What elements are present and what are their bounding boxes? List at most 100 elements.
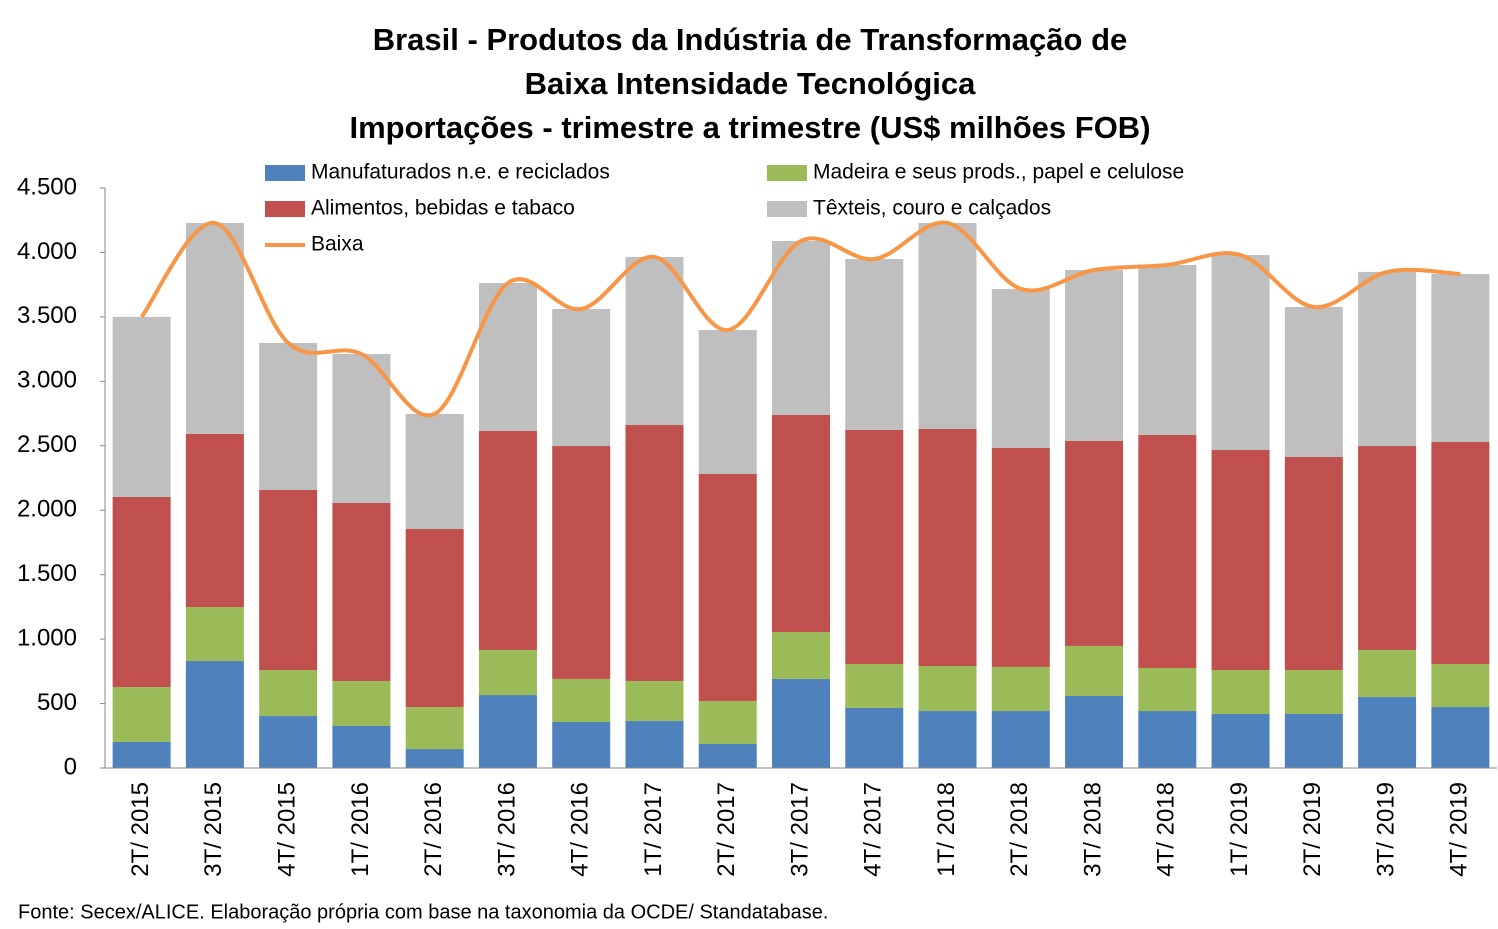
legend-label: Manufaturados n.e. e reciclados (311, 161, 610, 184)
x-tick-label: 4T/ 2019 (1446, 782, 1473, 877)
x-tick-label: 4T/ 2016 (567, 782, 594, 877)
bar-segment (1138, 434, 1197, 668)
x-tick-label: 1T/ 2019 (1226, 782, 1253, 877)
bar-segment (552, 446, 611, 679)
x-tick-label: 2T/ 2015 (127, 782, 154, 877)
bar-segment (185, 222, 244, 434)
bar-segment (1065, 695, 1124, 768)
bar-segment (918, 666, 977, 712)
bar-segment (259, 716, 318, 768)
bar-segment (112, 496, 171, 688)
bar-segment (478, 649, 537, 696)
bar-segment (772, 240, 830, 415)
x-tick-label: 3T/ 2018 (1079, 782, 1106, 877)
bar-segment (1284, 670, 1343, 714)
bar-segment (625, 425, 684, 681)
bar-segment (1431, 273, 1490, 443)
bar-segment (552, 721, 611, 768)
bar-segment (991, 711, 1050, 768)
bar-segment (1211, 670, 1270, 714)
x-tick-label: 2T/ 2018 (1006, 782, 1033, 877)
bar-segment (478, 282, 537, 431)
bar-segment (332, 681, 391, 726)
y-tick-label: 500 (37, 689, 77, 716)
x-tick-label: 1T/ 2017 (640, 782, 667, 877)
bar-segment (845, 429, 904, 664)
x-tick-label: 3T/ 2016 (493, 782, 520, 877)
y-tick-label: 0 (64, 753, 77, 780)
legend-label: Baixa (311, 233, 364, 256)
footnote: Fonte: Secex/ALICE. Elaboração própria c… (18, 901, 828, 923)
bar-segment (259, 489, 318, 671)
bar-segment (405, 529, 464, 708)
bar-segment (1065, 441, 1124, 646)
bar-segment (772, 414, 830, 633)
bar-segment (918, 711, 977, 768)
legend-swatch (265, 201, 305, 217)
bar-segment (625, 681, 684, 721)
bar-segment (1431, 707, 1490, 768)
bar-segment (552, 678, 611, 722)
bar-segment (918, 429, 977, 667)
bar-segment (698, 700, 757, 745)
bar-segment (1211, 450, 1270, 671)
bar-segment (259, 670, 318, 717)
bar-segment (1358, 649, 1417, 697)
bar-segment (185, 433, 244, 608)
x-tick-label: 1T/ 2016 (347, 782, 374, 877)
bar-segment (405, 749, 464, 768)
bar-segment (405, 707, 464, 750)
legend-swatch (767, 165, 807, 181)
bar-segment (991, 447, 1050, 667)
x-tick-label: 2T/ 2016 (420, 782, 447, 877)
x-tick-label: 3T/ 2017 (786, 782, 813, 877)
y-tick-label: 3.500 (17, 302, 77, 329)
bar-segment (698, 744, 757, 768)
bar-segment (845, 663, 904, 708)
bar-segment (112, 316, 171, 497)
bar-segment (405, 413, 464, 530)
y-tick-label: 3.000 (17, 367, 77, 394)
bar-segment (1284, 713, 1343, 768)
bar-segment (1138, 667, 1197, 712)
x-tick-label: 4T/ 2017 (860, 782, 887, 877)
bar-segment (259, 342, 318, 490)
bar-segment (991, 666, 1050, 712)
bar-segment (1138, 264, 1197, 435)
legend: Manufaturados n.e. e reciclados Madeira … (265, 161, 1184, 256)
bar-segment (112, 687, 171, 742)
x-tick-label: 2T/ 2017 (713, 782, 740, 877)
bar-segment (772, 678, 830, 768)
x-tick-label: 4T/ 2015 (274, 782, 301, 877)
y-tick-label: 1.000 (17, 624, 77, 651)
bar-segment (332, 354, 391, 504)
bar-segment (625, 720, 684, 768)
chart-title: Importações - trimestre a trimestre (US$… (349, 110, 1150, 145)
legend-label: Madeira e seus prods., papel e celulose (813, 161, 1184, 184)
bar-segment (1138, 711, 1197, 768)
bar-segment (918, 222, 977, 430)
legend-label: Têxteis, couro e calçados (813, 197, 1051, 220)
chart-title: Brasil - Produtos da Indústria de Transf… (373, 22, 1128, 57)
x-tick-label: 4T/ 2018 (1153, 782, 1180, 877)
bar-segment (1211, 255, 1270, 451)
bar-segment (845, 707, 904, 768)
x-tick-label: 3T/ 2015 (200, 782, 227, 877)
bar-segment (1431, 442, 1490, 664)
y-tick-label: 2.500 (17, 431, 77, 458)
y-tick-label: 4.500 (17, 173, 77, 200)
bar-segment (625, 256, 684, 426)
bar-segment (1065, 269, 1124, 442)
bar-segment (1358, 446, 1417, 650)
x-tick-label: 2T/ 2019 (1299, 782, 1326, 877)
bar-segment (991, 288, 1050, 448)
y-tick-label: 4.000 (17, 238, 77, 265)
bar-segment (1284, 306, 1343, 457)
bar-segment (332, 725, 391, 768)
bar-segment (1358, 271, 1417, 447)
bar-segment (1431, 663, 1490, 708)
legend-swatch (767, 201, 807, 217)
bar-segment (112, 741, 171, 768)
legend-label: Alimentos, bebidas e tabaco (311, 197, 575, 220)
